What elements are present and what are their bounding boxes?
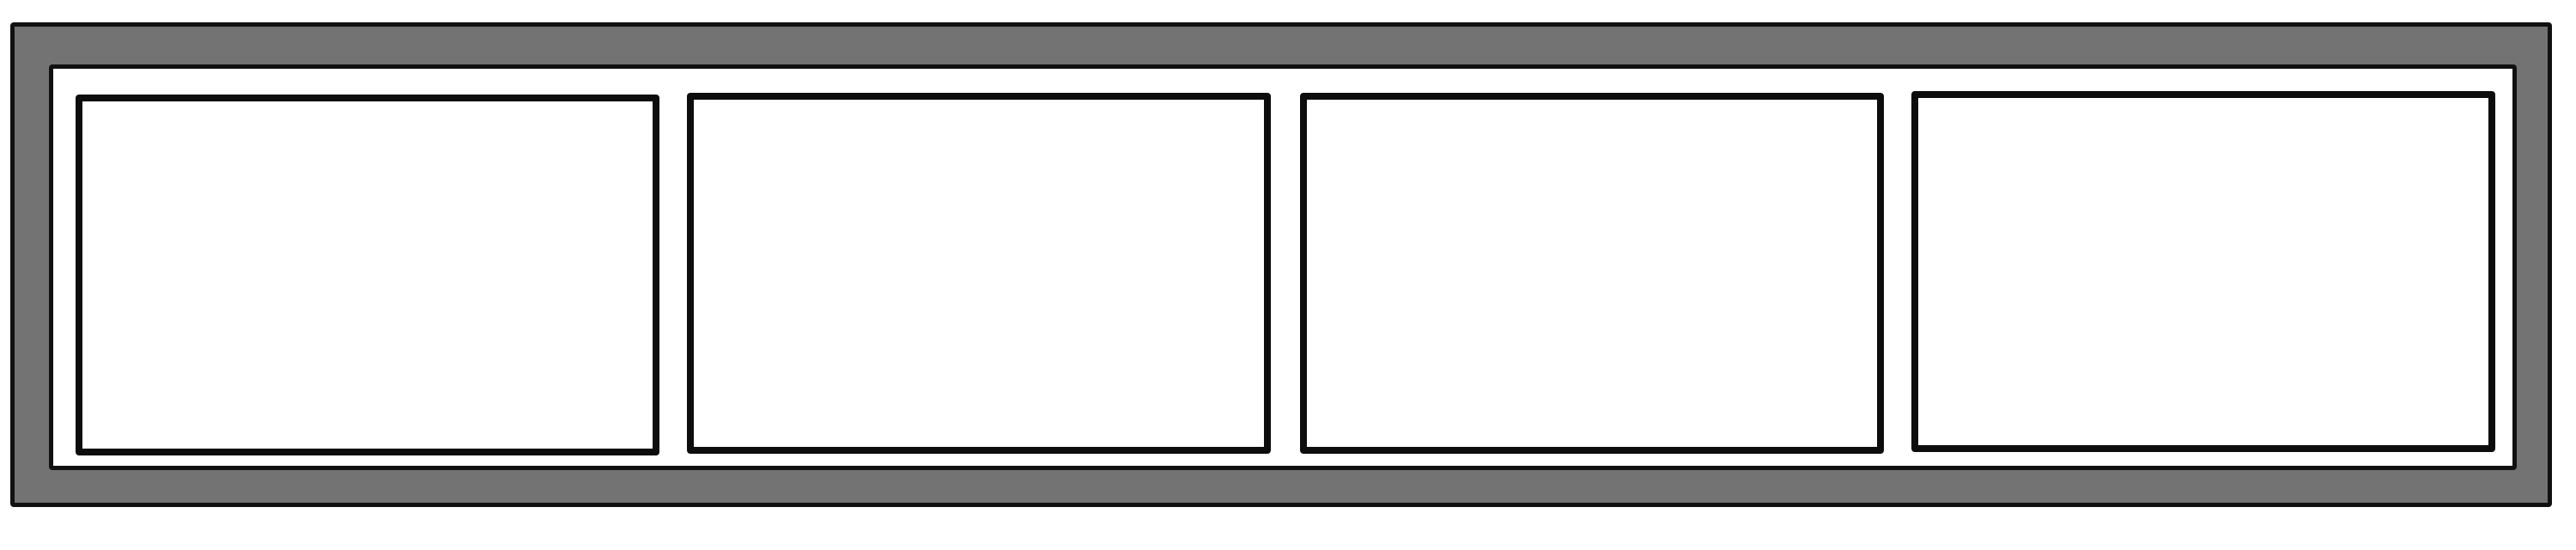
panel-3 [1300,93,1884,454]
panel-strip [49,64,2517,470]
panel-4 [1911,91,2495,452]
panel-2 [687,93,1271,454]
panel-1 [76,95,659,455]
outer-frame [10,22,2552,507]
